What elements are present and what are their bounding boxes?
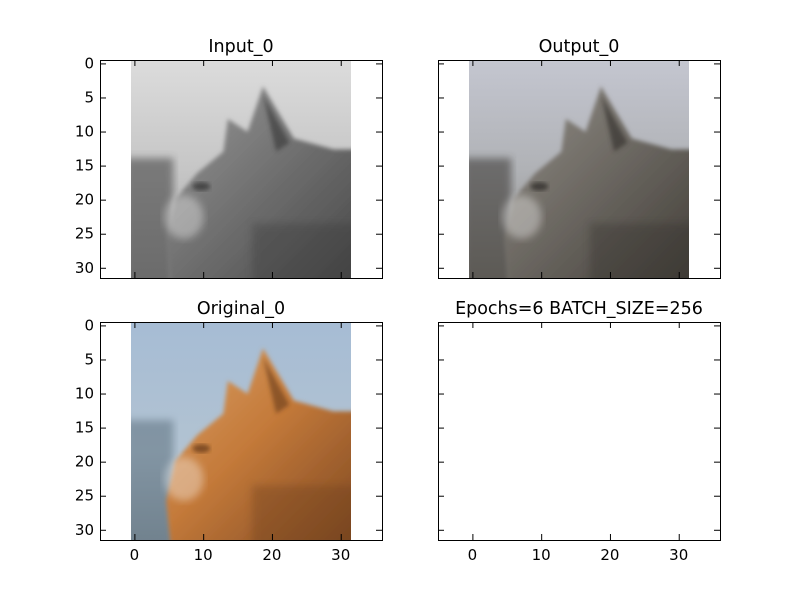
y-tick-label: 5: [84, 88, 94, 106]
y-tick-label: 5: [84, 350, 94, 368]
panel-1: 0 5 10 15 20 25 30 Input_0: [75, 37, 383, 279]
y-tick-label: 25: [75, 487, 94, 505]
y-tick-label: 20: [75, 453, 94, 471]
y-tick-label: 0: [84, 316, 94, 334]
axes-frame-1: [100, 60, 383, 279]
image-3: [130, 322, 352, 540]
panel-title: Epochs=6 BATCH_SIZE=256: [455, 299, 703, 319]
y-tick-label: 0: [84, 54, 94, 72]
x-tick-label: 20: [600, 546, 619, 564]
y-tick-label: 20: [75, 191, 94, 209]
x-tick-label: 10: [194, 546, 213, 564]
x-tick-label: 20: [262, 546, 281, 564]
image-1: [130, 60, 352, 278]
panel-3: 0 5 10 15 20 25 30 0 10 20 30 Original_0: [75, 299, 383, 564]
x-tick-label: 0: [130, 546, 140, 564]
y-tick-label: 25: [75, 225, 94, 243]
panel-4: 0 10 20 30 Epochs=6 BATCH_SIZE=256: [438, 299, 721, 564]
x-tick-label: 30: [669, 546, 688, 564]
y-tick-label: 10: [75, 385, 94, 403]
image-2: [468, 60, 690, 278]
panel-title: Output_0: [539, 37, 620, 57]
y-tick-label: 15: [75, 419, 94, 437]
y-tick-label: 30: [75, 259, 94, 277]
y-tick-label: 15: [75, 157, 94, 175]
axes-frame-4: [438, 322, 721, 541]
axes-frame-2: [438, 60, 721, 279]
x-tick-label: 10: [532, 546, 551, 564]
panel-title: Input_0: [208, 37, 273, 57]
x-tick-label: 0: [468, 546, 478, 564]
panel-title: Original_0: [197, 299, 285, 319]
axes-frame-3: [100, 322, 383, 541]
y-tick-label: 30: [75, 521, 94, 539]
panel-2: Output_0: [438, 37, 721, 279]
y-tick-label: 10: [75, 123, 94, 141]
x-tick-label: 30: [331, 546, 350, 564]
